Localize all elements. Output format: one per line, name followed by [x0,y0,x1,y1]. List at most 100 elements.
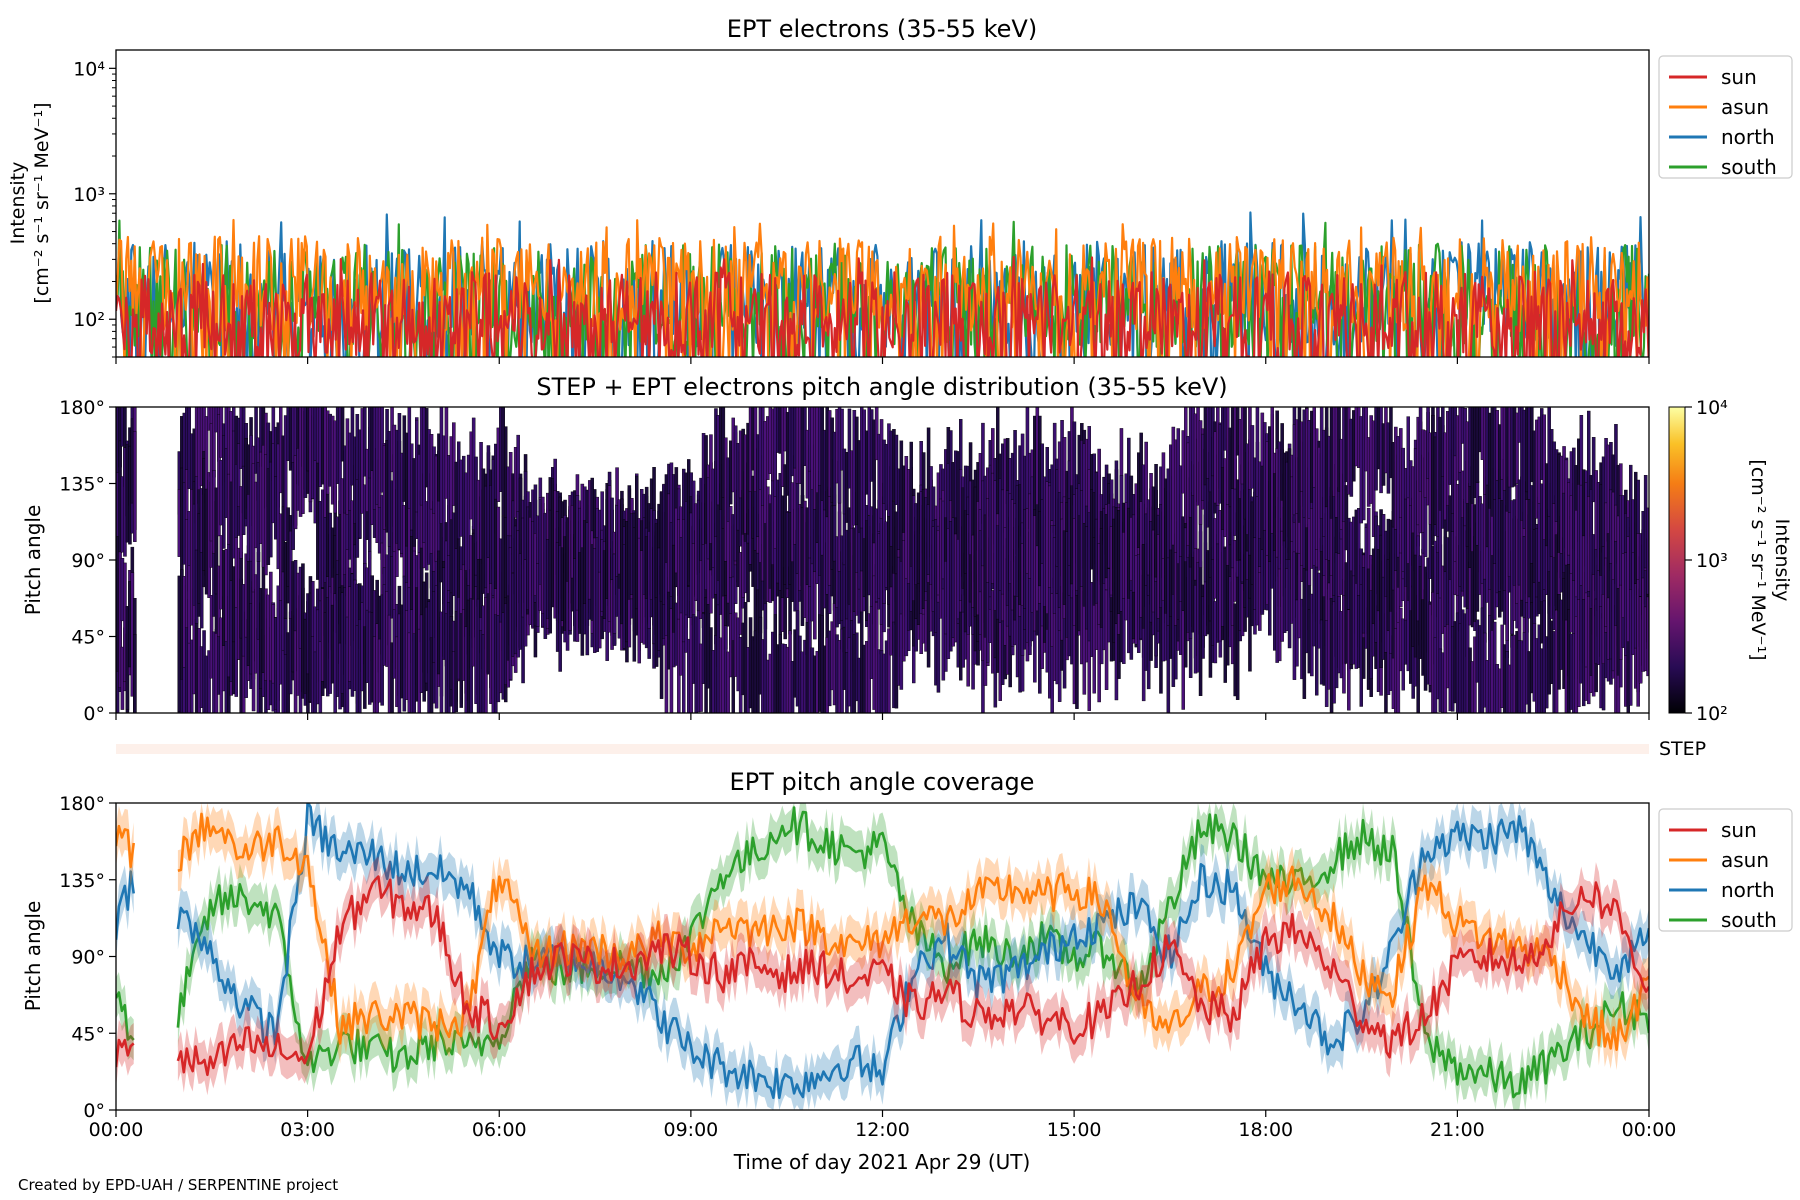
colorbar-axis: 10² 10³ 10⁴ [1685,397,1728,725]
heatmap-cell [874,407,879,461]
legend-label-south: south [1721,908,1777,932]
legend-label-asun: asun [1721,848,1769,872]
legend-label-asun: asun [1721,95,1769,119]
x-tick-label: 12:00 [855,1119,910,1141]
heatmap-cell [1591,437,1596,503]
series-north-line [176,803,1649,1100]
y-tick-label: 90° [71,550,105,572]
heatmap-cell [439,611,444,713]
y-tick-label: 10⁴ [73,58,105,80]
heatmap-cell [726,651,731,713]
heatmap-cell [133,634,137,713]
panel1-legend: sun asun north south [1658,55,1793,179]
panel-coverage: EPT pitch angle coverage 0° 45° 90° 135° 180… [21,768,1793,1122]
y-tick-label: 0° [83,703,105,725]
y-tick-label: 135° [59,474,105,496]
colorbar-label-line1: Intensity [1771,519,1793,602]
step-strip [116,744,1649,754]
legend-label-north: north [1721,125,1775,149]
heatmap-cell [672,544,676,633]
panel1-y-axis: 10² 10³ 10⁴ [73,58,116,358]
heatmap-cell [1255,407,1260,497]
panel-pad: STEP + EPT electrons pitch angle distrib… [21,373,1793,725]
heatmap-cell [1344,485,1349,551]
series-sun-line [116,255,1649,357]
series-asun-line [116,824,135,869]
heatmap-cell [207,650,211,713]
heatmap-cell [283,415,288,542]
y-tick-label: 135° [59,870,105,892]
x-tick-label: 21:00 [1430,1119,1485,1141]
heatmap-cell [466,454,471,586]
heatmap-cell [214,487,219,595]
panel3-legend: sun asun north south [1658,808,1793,932]
heatmap-cell [847,408,852,489]
heatmap-cell [444,407,449,499]
x-tick-label: 03:00 [280,1119,335,1141]
colorbar-tick-label: 10² [1696,703,1728,725]
legend-label-sun: sun [1721,818,1757,842]
panel1-title: EPT electrons (35-55 keV) [727,15,1037,43]
heatmap-cell [872,419,876,544]
heatmap-cell [1646,596,1649,677]
series-sun-line [116,1038,135,1068]
heatmap-cell [1297,553,1302,639]
legend-box [1658,808,1793,932]
footer-credit: Created by EPD-UAH / SERPENTINE project [18,1176,338,1194]
panel3-series-group [116,803,1649,1110]
series-north-line [116,870,135,940]
panel-intensity: EPT electrons (35-55 keV) 10² 10³ 10⁴ Inte… [7,15,1793,358]
colorbar-tick-label: 10⁴ [1696,397,1728,419]
y-tick-label: 45° [71,627,105,649]
heatmap-cell [363,407,367,477]
panel2-ylabel: Pitch angle [21,505,45,616]
colorbar-label-line2: [cm⁻² s⁻¹ sr⁻¹ MeV⁻¹] [1747,459,1769,660]
heatmap-cell [340,407,345,462]
legend-box [1658,55,1793,179]
series-south-line [116,991,135,1041]
heatmap-cell [400,452,404,555]
series-asun-band [177,803,1649,1071]
step-label: STEP [1659,738,1706,760]
series-sun-line [176,875,1649,1077]
x-tick-label: 00:00 [1622,1119,1677,1141]
y-tick-label: 90° [71,947,105,969]
series-asun-line [177,812,1649,1051]
y-tick-label: 10² [73,309,105,331]
legend-label-south: south [1721,155,1777,179]
x-axis-label: Time of day 2021 Apr 29 (UT) [733,1150,1031,1174]
colorbar-tick-label: 10³ [1696,550,1728,572]
heatmap-cell [1646,507,1649,595]
series-sun-band [116,1019,134,1088]
series-asun-band [116,805,134,888]
x-tick-label: 00:00 [89,1119,144,1141]
panel1-ylabel-line2: [cm⁻² s⁻¹ sr⁻¹ MeV⁻¹] [31,102,53,303]
y-tick-label: 10³ [73,184,105,206]
panel2-heatmap-cells [116,407,1649,713]
heatmap-cell [1250,425,1255,489]
series-sun-band [177,856,1649,1096]
y-tick-label: 180° [59,397,105,419]
panel2-title: STEP + EPT electrons pitch angle distrib… [536,373,1227,401]
legend-label-north: north [1721,878,1775,902]
y-tick-label: 180° [59,793,105,815]
colorbar [1668,406,1686,714]
heatmap-cell [1178,465,1183,557]
panel3-y-axis: 0° 45° 90° 135° 180° [59,793,116,1122]
x-tick-label: 15:00 [1047,1119,1102,1141]
panel3-ylabel: Pitch angle [21,901,45,1012]
legend-label-sun: sun [1721,65,1757,89]
panel1-series-group [116,211,1649,357]
heatmap-cell [133,431,137,543]
x-tick-label: 18:00 [1238,1119,1293,1141]
heatmap-cell [236,443,241,508]
x-axis: 00:00 03:00 06:00 09:00 12:00 15:00 18:00 21:00… [89,357,1677,1141]
heatmap-cell [276,443,281,570]
heatmap-cell [1087,512,1091,642]
x-tick-label: 09:00 [663,1119,718,1141]
panel3-title: EPT pitch angle coverage [730,768,1035,796]
x-tick-label: 06:00 [472,1119,527,1141]
panel2-y-axis: 0° 45° 90° 135° 180° [59,397,116,725]
y-tick-label: 45° [71,1023,105,1045]
